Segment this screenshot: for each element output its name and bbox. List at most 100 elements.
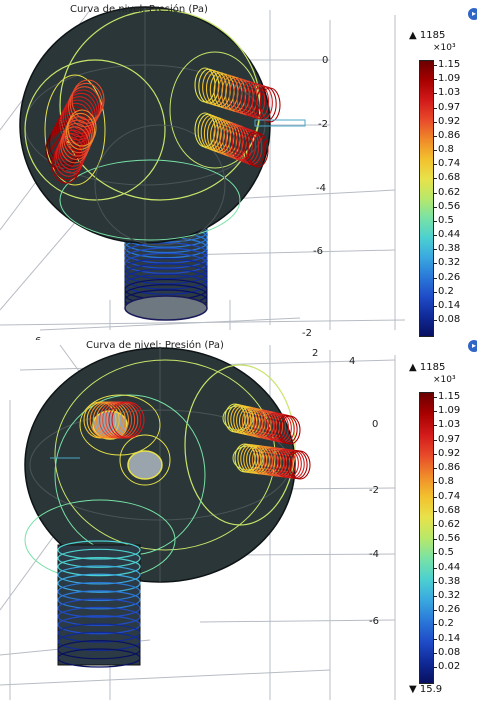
colorbar-tickmark: [433, 150, 437, 152]
colorbar-tickmark: [433, 135, 437, 137]
colorbar-tick-label: 1.09: [438, 405, 461, 417]
colorbar-tick-label: 0.5: [438, 547, 454, 559]
colorbar-tick-label: 0.2: [438, 618, 454, 630]
inlet-pipes: [83, 401, 311, 480]
colorbar-tick-label: 0.2: [438, 285, 454, 297]
axis-tick-label: 0: [322, 55, 329, 66]
colorbar-tickmark: [433, 596, 437, 598]
colorbar-tick-label: 0.56: [438, 533, 461, 545]
contour-ring: [57, 623, 141, 643]
coil-ring: [289, 450, 311, 480]
colorbar-tickmark: [433, 581, 437, 583]
colorbar-tickmark: [433, 93, 437, 95]
contour-ring: [124, 258, 208, 280]
colorbar-tickmark: [433, 510, 437, 512]
axis-tick-label: 4: [349, 356, 356, 367]
colorbar-tick-label: 0.56: [438, 200, 461, 212]
colorbar-tick-label: 0.68: [438, 172, 461, 184]
colorbar-tickmark: [433, 567, 437, 569]
colorbar-tick-label: 1.15: [438, 59, 461, 70]
axis-tick-label: 0: [372, 419, 379, 430]
coil-ring: [61, 122, 91, 161]
inlet-pipes: [45, 67, 281, 184]
coil-ring: [111, 401, 145, 439]
coil-ring: [64, 116, 94, 154]
coil-ring: [60, 126, 90, 164]
colorbar-tickmark: [433, 453, 437, 455]
colorbar-tick-label: 1.09: [438, 73, 461, 85]
coil-ring: [279, 415, 301, 445]
colorbar-tickmark: [433, 667, 437, 669]
colorbar-tick-label: 0.44: [438, 229, 461, 241]
colorbar-tick-label: 0.74: [438, 158, 461, 170]
colorbar-tick-label: 0.92: [438, 447, 461, 459]
colorbar: [419, 392, 434, 684]
colorbar-tick-label: 0.38: [438, 575, 461, 587]
colorbar-tickmark: [433, 291, 437, 293]
contour-ring: [57, 598, 141, 618]
colorbar-max-label: ▲ 1185: [409, 30, 446, 41]
contour-ring: [57, 548, 141, 568]
contour-ring: [124, 242, 208, 264]
graphics-canvas-top[interactable]: [0, 0, 477, 340]
colorbar-min-label: ▼ 15.9: [409, 684, 443, 695]
colorbar-tick-label: 0.62: [438, 186, 461, 198]
colorbar-scale-label: ×10³: [433, 43, 456, 53]
expand-icon[interactable]: ▸: [468, 8, 477, 20]
axis-tick-label: -4: [369, 549, 379, 560]
colorbar-tickmark: [433, 468, 437, 470]
outlet-pipe: [57, 540, 141, 668]
expand-icon[interactable]: ▸: [468, 340, 477, 352]
coil-ring: [63, 119, 93, 157]
colorbar-scale-label: ×10³: [433, 375, 456, 385]
colorbar-tick-label: 0.44: [438, 561, 461, 573]
colorbar-tickmark: [433, 539, 437, 541]
plot-title: Curva de nivel: Presión (Pa): [70, 4, 208, 15]
colorbar-tickmark: [433, 263, 437, 265]
colorbar-tick-label: 0.86: [438, 129, 461, 141]
colorbar-tick-label: 0.26: [438, 271, 461, 283]
axis-tick-label: 2: [312, 348, 319, 359]
coil-ring: [57, 106, 91, 148]
axis-tick-label: -6: [313, 246, 323, 257]
colorbar-tickmark: [433, 235, 437, 237]
colorbar-tick-label: 0.32: [438, 590, 461, 602]
colorbar-tickmark: [433, 610, 437, 612]
contour-ring: [57, 648, 141, 668]
colorbar-tickmark: [433, 524, 437, 526]
contour-ring: [57, 631, 141, 651]
contour-ring: [57, 615, 141, 635]
graphics-canvas-bottom[interactable]: [0, 340, 477, 706]
colorbar-tickmark: [433, 482, 437, 484]
colorbar-tickmark: [433, 397, 437, 398]
colorbar-tickmark: [433, 638, 437, 640]
coil-ring: [58, 129, 88, 167]
colorbar-tick-label: 0.08: [438, 314, 461, 326]
coil-ring: [259, 87, 281, 123]
colorbar-tick-label: 0.02: [438, 661, 461, 673]
colorbar-tickmark: [433, 425, 437, 427]
contour-ring: [124, 273, 208, 295]
colorbar-tickmark: [433, 206, 437, 208]
coil-ring: [247, 132, 269, 168]
colorbar-tickmark: [433, 178, 437, 180]
contour-ring: [57, 557, 141, 577]
colorbar-tick-label: 0.97: [438, 101, 461, 113]
contour-ring: [124, 247, 208, 269]
coil-ring: [71, 79, 105, 121]
coil-ring: [67, 109, 97, 147]
contour-ring: [124, 268, 208, 290]
colorbar-tick-label: 0.86: [438, 462, 461, 474]
colorbar-tick-label: 1.03: [438, 87, 461, 99]
contour-ring: [57, 581, 141, 602]
colorbar-tick-label: 0.32: [438, 257, 461, 269]
colorbar-tickmark: [433, 277, 437, 279]
colorbar: [419, 60, 434, 337]
colorbar-tickmark: [433, 553, 437, 555]
probe: [254, 119, 306, 127]
contour-ring: [57, 640, 141, 660]
axis-tick-label: -2: [318, 119, 328, 130]
colorbar-tick-label: 0.97: [438, 433, 461, 445]
colorbar-tick-label: 0.92: [438, 115, 461, 127]
colorbar-tick-label: 0.8: [438, 476, 454, 488]
